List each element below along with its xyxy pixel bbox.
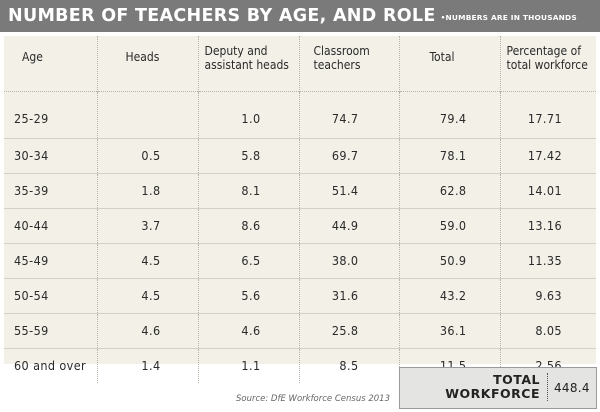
age-cell: 45-49 (4, 242, 97, 278)
value-cell: 8.5 (298, 347, 399, 383)
value-cell: 17.71 (499, 90, 596, 138)
value-cell: 43.2 (398, 277, 500, 313)
age-cell: 35-39 (4, 172, 97, 208)
table-row: 35-39 1.8 8.1 51.4 62.8 14.01 (4, 172, 596, 208)
value-cell: 44.9 (298, 207, 399, 243)
value-cell: 14.01 (499, 172, 596, 208)
column-header-classroom: Classroom teachers (298, 36, 399, 91)
value-cell: 6.5 (197, 242, 299, 278)
age-cell: 50-54 (4, 277, 97, 313)
value-cell: 62.8 (398, 172, 500, 208)
column-header-label: Age (22, 50, 43, 64)
chart-subtitle: •NUMBERS ARE IN THOUSANDS (440, 13, 577, 22)
value-cell: 4.5 (96, 242, 198, 278)
value-cell: 3.7 (96, 207, 198, 243)
value-cell: 79.4 (398, 90, 500, 138)
value-cell: 74.7 (298, 90, 399, 138)
value-cell: 17.42 (499, 137, 596, 173)
value-cell: 4.6 (96, 312, 198, 348)
value-cell: 5.6 (197, 277, 299, 313)
table-body: 25-29 1.0 74.7 79.4 17.71 30-34 0.5 5.8 69.7 78.1… (4, 90, 596, 383)
value-cell: 8.05 (499, 312, 596, 348)
age-cell: 40-44 (4, 207, 97, 243)
value-cell: 50.9 (398, 242, 500, 278)
value-cell: 31.6 (298, 277, 399, 313)
column-header-label: Heads (125, 50, 160, 64)
column-header-label: Classroom teachers (313, 44, 370, 72)
column-header-total: Total (398, 36, 500, 91)
table-row: 40-44 3.7 8.6 44.9 59.0 13.16 (4, 207, 596, 243)
value-cell: 1.0 (197, 90, 299, 138)
value-cell: 1.4 (96, 347, 198, 383)
age-cell: 55-59 (4, 312, 97, 348)
value-cell: 1.8 (96, 172, 198, 208)
column-header-heads: Heads (96, 36, 198, 91)
teachers-table: Age Heads Deputy and assistant heads Cla… (4, 36, 596, 383)
age-cell: 25-29 (4, 90, 97, 138)
header-row: Age Heads Deputy and assistant heads Cla… (4, 36, 596, 91)
table-row: 25-29 1.0 74.7 79.4 17.71 (4, 90, 596, 138)
table-row: 45-49 4.5 6.5 38.0 50.9 11.35 (4, 242, 596, 278)
value-cell: 0.5 (96, 137, 198, 173)
table-row: 30-34 0.5 5.8 69.7 78.1 17.42 (4, 137, 596, 173)
value-cell: 36.1 (398, 312, 500, 348)
value-cell: 8.6 (197, 207, 299, 243)
total-label-line1: TOTAL (493, 372, 540, 387)
table-row: 60 and over 1.4 1.1 8.5 11.5 2.56 (4, 347, 596, 383)
value-cell: 25.8 (298, 312, 399, 348)
age-cell: 60 and over (4, 347, 97, 383)
value-cell (96, 90, 198, 138)
value-cell: 5.8 (197, 137, 299, 173)
column-header-label: Total (429, 50, 455, 64)
value-cell: 8.1 (197, 172, 299, 208)
value-cell: 59.0 (398, 207, 500, 243)
table-row: 55-59 4.6 4.6 25.8 36.1 8.05 (4, 312, 596, 348)
total-separator (547, 373, 548, 401)
value-cell: 38.0 (298, 242, 399, 278)
value-cell: 11.35 (499, 242, 596, 278)
total-label-line2: WORKFORCE (445, 386, 540, 401)
value-cell: 4.6 (197, 312, 299, 348)
total-label: TOTAL WORKFORCE (400, 373, 540, 401)
value-cell: 69.7 (298, 137, 399, 173)
age-cell: 30-34 (4, 137, 97, 173)
total-workforce-box: TOTAL WORKFORCE 448.4 (399, 367, 597, 409)
column-header-label: Percentage of total workforce (506, 44, 588, 72)
value-cell: 1.1 (197, 347, 299, 383)
total-value: 448.4 (554, 381, 590, 395)
value-cell: 4.5 (96, 277, 198, 313)
value-cell: 13.16 (499, 207, 596, 243)
column-header-percentage: Percentage of total workforce (499, 36, 596, 91)
value-cell: 78.1 (398, 137, 500, 173)
source-note: Source: DfE Workforce Census 2013 (235, 394, 390, 404)
chart-title: NUMBER OF TEACHERS BY AGE, AND ROLE (8, 6, 436, 26)
title-bar: NUMBER OF TEACHERS BY AGE, AND ROLE •NUM… (0, 0, 600, 32)
value-cell: 51.4 (298, 172, 399, 208)
column-header-age: Age (4, 36, 97, 91)
column-header-label: Deputy and assistant heads (204, 44, 289, 72)
table-row: 50-54 4.5 5.6 31.6 43.2 9.63 (4, 277, 596, 313)
column-header-deputy: Deputy and assistant heads (197, 36, 299, 91)
value-cell: 9.63 (499, 277, 596, 313)
